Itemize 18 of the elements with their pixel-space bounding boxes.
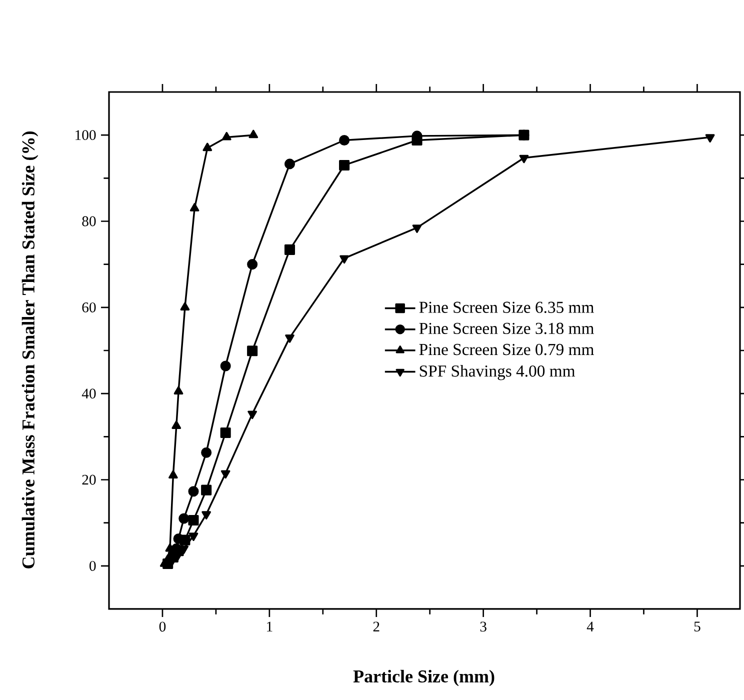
y-tick-label: 80 <box>82 216 96 226</box>
y-tick-label: 40 <box>82 388 96 399</box>
x-tick-label: 0 <box>159 622 166 632</box>
x-tick-label: 5 <box>694 622 700 632</box>
x-tick-label: 3 <box>480 622 486 632</box>
x-tick-label: 1 <box>267 622 272 632</box>
legend-label: Pine Screen Size 6.35 mm <box>419 302 594 314</box>
y-tick-label: 100 <box>76 130 96 140</box>
legend-label: SPF Shavings 4.00 mm <box>420 364 576 380</box>
x-tick-label: 2 <box>373 622 380 632</box>
y-axis-title: Cumulative Mass Fraction Smaller Than Stated Size (%) <box>22 132 38 568</box>
x-axis-title: Particle Size (mm) <box>353 670 494 686</box>
y-tick-label: 20 <box>82 474 96 485</box>
x-tick-label: 4 <box>586 622 594 632</box>
legend-label: Pine Screen Size 0.79 mm <box>419 344 594 356</box>
y-tick-label: 0 <box>90 560 96 571</box>
legend-label: Pine Screen Size 3.18 mm <box>419 322 594 334</box>
y-tick-label: 60 <box>82 302 96 312</box>
